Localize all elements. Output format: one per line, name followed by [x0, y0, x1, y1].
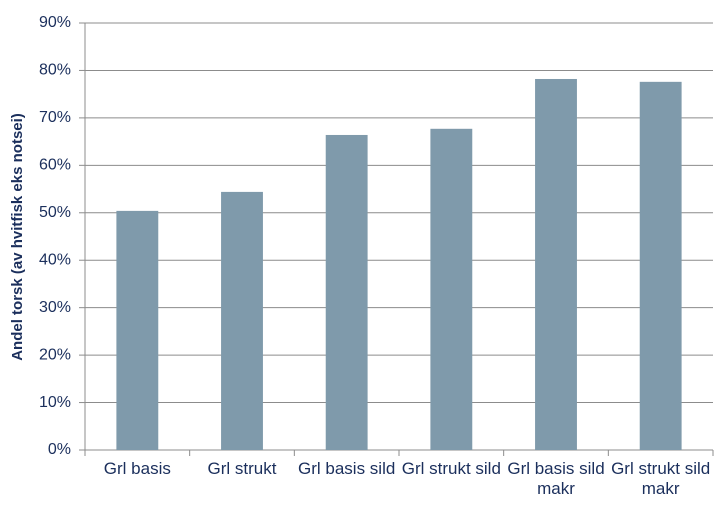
x-tick-label: Grl basis	[103, 459, 171, 478]
y-tick-label: 70%	[39, 109, 71, 126]
x-tick-label: Grl strukt sild	[401, 459, 501, 478]
bar	[116, 210, 159, 450]
bar	[430, 128, 473, 450]
x-tick-label: Grl strukt	[207, 459, 277, 478]
y-tick-label: 20%	[39, 346, 71, 363]
bar	[639, 81, 682, 450]
bar	[535, 78, 577, 451]
y-axis-title: Andel torsk (av hvitfisk eks notsei)	[9, 113, 26, 361]
y-tick-label: 90%	[39, 14, 71, 31]
y-tick-label: 50%	[39, 204, 71, 221]
x-tick-label: Grl strukt sild makr	[611, 459, 711, 498]
x-tick-label: Grl basis sild	[298, 459, 396, 478]
y-tick-label: 80%	[39, 62, 71, 79]
y-tick-label: 60%	[39, 157, 71, 174]
y-tick-label: 0%	[48, 441, 71, 458]
bar	[325, 134, 368, 451]
y-tick-label: 10%	[39, 394, 71, 411]
bar	[221, 191, 263, 450]
x-tick-label: Grl basis sild makr	[507, 459, 605, 498]
y-tick-label: 30%	[39, 299, 71, 316]
y-tick-label: 40%	[39, 251, 71, 268]
